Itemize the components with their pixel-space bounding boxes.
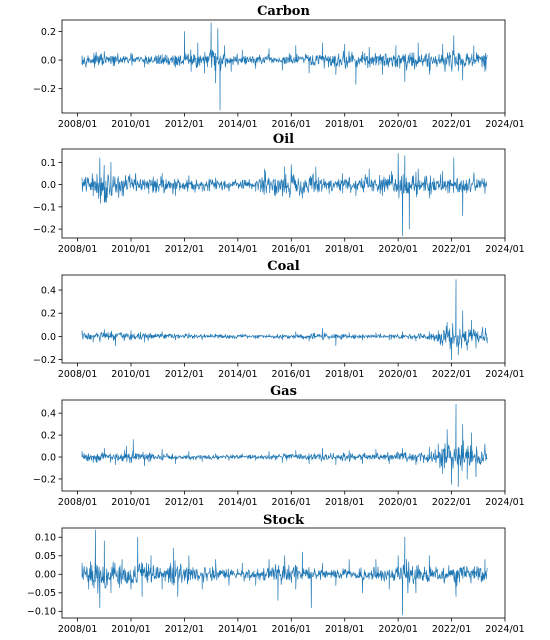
- x-tick-label: 2016/01: [272, 244, 311, 255]
- y-tick-label: 0.0: [41, 55, 56, 66]
- y-tick-label: 0.4: [41, 409, 56, 420]
- series-line: [81, 404, 488, 487]
- x-tick-label: 2024/01: [485, 624, 524, 635]
- y-tick-label: 0.05: [35, 551, 56, 562]
- x-tick-label: 2014/01: [218, 369, 257, 380]
- x-tick-label: 2012/01: [165, 244, 204, 255]
- y-tick-label: 0.0: [41, 452, 56, 463]
- x-tick-label: 2018/01: [325, 497, 364, 508]
- x-tick-label: 2008/01: [58, 369, 97, 380]
- panel-title: Stock: [263, 513, 305, 528]
- x-tick-label: 2016/01: [272, 497, 311, 508]
- x-tick-label: 2014/01: [218, 497, 257, 508]
- panel-stock: Stock 2008/01 2010/01 2012/01 2014/01 2016/01…: [27, 513, 525, 635]
- x-tick-label: 2014/01: [218, 119, 257, 130]
- y-tick-label: 0.0: [41, 332, 56, 343]
- x-tick-label: 2022/01: [432, 244, 471, 255]
- y-tick-label: −0.2: [33, 84, 56, 95]
- x-tick-label: 2024/01: [485, 369, 524, 380]
- axes-frame: [61, 274, 506, 364]
- x-tick-label: 2020/01: [378, 119, 417, 130]
- panel-title: Carbon: [257, 4, 310, 19]
- x-tick-label: 2022/01: [432, 497, 471, 508]
- y-tick-label: 0.4: [41, 285, 56, 296]
- x-tick-label: 2016/01: [272, 369, 311, 380]
- x-tick-label: 2024/01: [485, 119, 524, 130]
- series-line: [81, 529, 488, 616]
- x-tick-label: 2010/01: [111, 369, 150, 380]
- y-tick-label: −0.10: [27, 607, 56, 618]
- x-tick-label: 2012/01: [165, 497, 204, 508]
- y-tick-label: 0.10: [35, 533, 56, 544]
- x-tick-label: 2014/01: [218, 244, 257, 255]
- x-tick-label: 2020/01: [378, 624, 417, 635]
- x-tick-label: 2018/01: [325, 244, 364, 255]
- y-tick-label: 0.2: [41, 430, 56, 441]
- x-tick-label: 2010/01: [111, 244, 150, 255]
- y-tick-label: 0.1: [41, 158, 56, 169]
- x-tick-label: 2020/01: [378, 244, 417, 255]
- panel-coal: Coal 2008/01 2010/01 2012/01 2014/01 2016/01 2…: [33, 259, 525, 380]
- x-tick-label: 2016/01: [272, 624, 311, 635]
- x-tick-label: 2024/01: [485, 244, 524, 255]
- y-tick-label: 0.2: [41, 27, 56, 38]
- x-tick-label: 2010/01: [111, 497, 150, 508]
- x-tick-label: 2018/01: [325, 369, 364, 380]
- x-tick-label: 2008/01: [58, 497, 97, 508]
- x-tick-label: 2012/01: [165, 369, 204, 380]
- y-tick-label: −0.2: [33, 355, 56, 366]
- axes-frame: [61, 399, 506, 492]
- panel-carbon: Carbon 2008/01 2010/01 2012/01 2014/01 2016/0…: [33, 4, 525, 130]
- x-tick-label: 2020/01: [378, 369, 417, 380]
- axes-frame: [61, 527, 506, 619]
- panel-gas: Gas 2008/01 2010/01 2012/01 2014/01 2016/01 20…: [33, 384, 525, 508]
- x-tick-label: 2010/01: [111, 624, 150, 635]
- y-tick-label: −0.2: [33, 474, 56, 485]
- y-tick-label: 0.2: [41, 309, 56, 320]
- series-line: [81, 22, 488, 111]
- x-tick-label: 2008/01: [58, 244, 97, 255]
- x-tick-label: 2012/01: [165, 119, 204, 130]
- y-tick-label: 0.00: [35, 570, 56, 581]
- x-tick-label: 2014/01: [218, 624, 257, 635]
- x-tick-label: 2020/01: [378, 497, 417, 508]
- x-tick-label: 2018/01: [325, 624, 364, 635]
- series-line: [81, 153, 488, 237]
- panel-title: Coal: [267, 259, 299, 274]
- y-tick-label: 0.0: [41, 180, 56, 191]
- x-tick-label: 2008/01: [58, 624, 97, 635]
- y-tick-label: −0.1: [33, 202, 56, 213]
- panel-title: Oil: [273, 132, 294, 147]
- x-tick-label: 2018/01: [325, 119, 364, 130]
- axes-frame: [61, 19, 506, 114]
- series-line: [81, 279, 488, 360]
- x-tick-label: 2012/01: [165, 624, 204, 635]
- panel-oil: Oil 2008/01 2010/01 2012/01 2014/01 2016/01 20…: [33, 132, 525, 255]
- y-tick-label: −0.2: [33, 225, 56, 236]
- x-tick-label: 2010/01: [111, 119, 150, 130]
- y-tick-label: −0.05: [27, 588, 56, 599]
- x-tick-label: 2022/01: [432, 624, 471, 635]
- panel-title: Gas: [270, 384, 297, 399]
- x-tick-label: 2022/01: [432, 369, 471, 380]
- x-tick-label: 2016/01: [272, 119, 311, 130]
- x-tick-label: 2008/01: [58, 119, 97, 130]
- x-tick-label: 2024/01: [485, 497, 524, 508]
- axes-frame: [61, 148, 506, 239]
- x-tick-label: 2022/01: [432, 119, 471, 130]
